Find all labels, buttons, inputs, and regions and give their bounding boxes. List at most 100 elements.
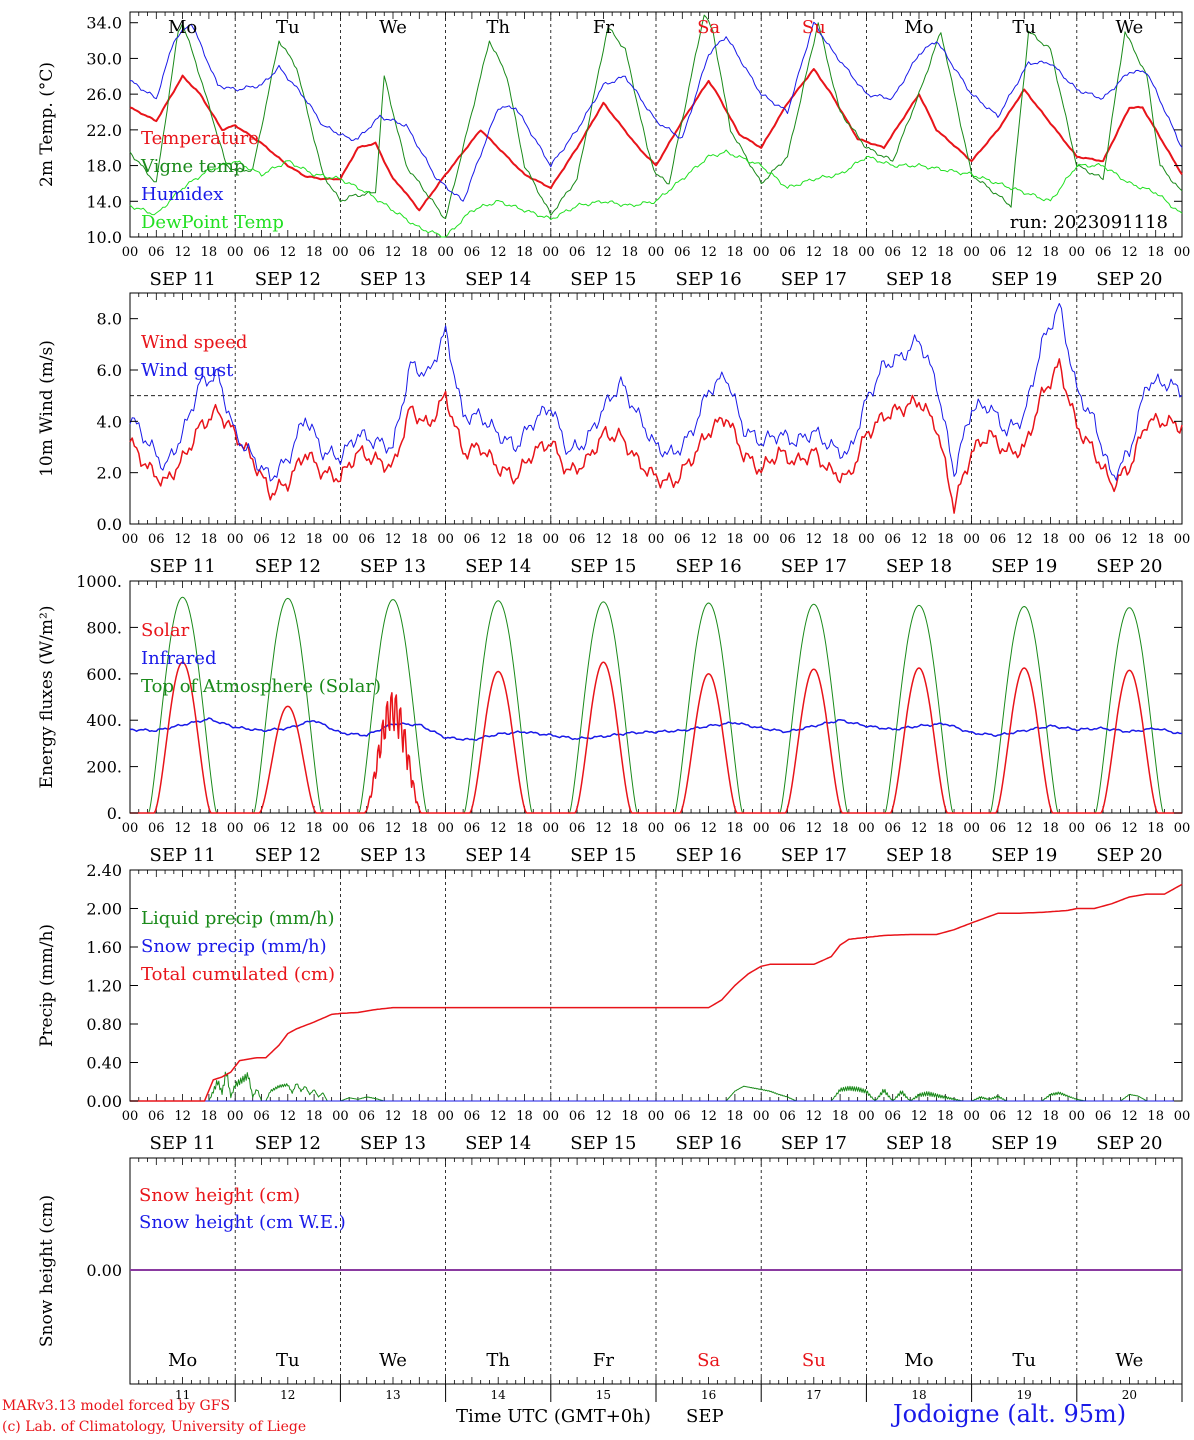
date-label: SEP 11 [149, 845, 215, 866]
hour-tick-label: 18 [937, 245, 954, 260]
energy-y-axis-label: Energy fluxes (W/m²) [37, 606, 57, 789]
hour-tick-label: 00 [437, 1109, 454, 1124]
month-label: SEP [686, 1406, 724, 1427]
y-tick-label: 0.40 [86, 1054, 122, 1073]
hour-tick-label: 18 [306, 245, 323, 260]
hour-tick-label: 00 [122, 532, 139, 547]
hour-tick-label: 18 [516, 821, 533, 836]
hour-tick-label: 00 [227, 532, 244, 547]
hour-tick-label: 00 [963, 245, 980, 260]
hour-tick-label: 06 [253, 532, 270, 547]
hour-tick-label: 06 [569, 532, 586, 547]
hour-tick-label: 12 [1121, 821, 1138, 836]
hour-tick-label: 12 [385, 532, 402, 547]
hour-tick-label: 00 [753, 245, 770, 260]
series-dewpoint-temp [129, 149, 1183, 238]
hour-tick-label: 18 [621, 245, 638, 260]
series-wind-speed [129, 358, 1183, 514]
hour-tick-label: 00 [122, 245, 139, 260]
hour-tick-label: 18 [1042, 1109, 1059, 1124]
hour-tick-label: 12 [1016, 1109, 1033, 1124]
weekday-label: Fr [593, 17, 614, 38]
y-tick-label: 1.20 [86, 977, 122, 996]
legend-entry: Infrared [141, 648, 216, 669]
legend-entry: Liquid precip (mm/h) [141, 908, 335, 929]
hour-tick-label: 12 [490, 1109, 507, 1124]
snow-panel: 0.00 Snow height (cm) Snow height (cm) Snow… [37, 1157, 1183, 1402]
date-label: SEP 18 [886, 269, 952, 290]
hour-tick-label: 12 [490, 245, 507, 260]
date-label: SEP 20 [1096, 845, 1162, 866]
hour-tick-label: 18 [411, 245, 428, 260]
hour-tick-label: 06 [1095, 821, 1112, 836]
hour-tick-label: 18 [306, 532, 323, 547]
date-label: SEP 13 [360, 845, 426, 866]
hour-tick-label: 06 [990, 245, 1007, 260]
hour-tick-label: 18 [727, 245, 744, 260]
day-number-label: 17 [806, 1388, 821, 1402]
day-number-label: 16 [701, 1388, 716, 1402]
date-label: SEP 17 [781, 269, 847, 290]
hour-tick-label: 06 [358, 532, 375, 547]
weekday-label: Su [802, 17, 826, 38]
hour-tick-label: 06 [779, 821, 796, 836]
hour-tick-label: 18 [306, 1109, 323, 1124]
date-label: SEP 12 [255, 845, 321, 866]
hour-tick-label: 00 [858, 1109, 875, 1124]
y-tick-label: 1.60 [86, 938, 122, 957]
hour-tick-label: 00 [543, 1109, 560, 1124]
date-label: SEP 11 [149, 1133, 215, 1154]
hour-tick-label: 06 [464, 821, 481, 836]
date-label: SEP 15 [570, 556, 636, 577]
date-label: SEP 17 [781, 845, 847, 866]
weekday-label: Mo [904, 1350, 933, 1371]
hour-tick-label: 00 [1069, 245, 1086, 260]
series-temperature [129, 68, 1183, 212]
hour-tick-label: 06 [253, 821, 270, 836]
date-label: SEP 12 [255, 556, 321, 577]
temp-x-axis: 00 06 12 18 SEP 11 00 06 12 18 SEP 12 00 06 12 18 SEP … [122, 245, 1191, 290]
hour-tick-label: 12 [700, 1109, 717, 1124]
hour-tick-label: 06 [779, 532, 796, 547]
hour-tick-label: 00 [227, 1109, 244, 1124]
hour-tick-label: 00 [543, 821, 560, 836]
hour-tick-label: 06 [358, 1109, 375, 1124]
hour-tick-label: 12 [806, 245, 823, 260]
hour-tick-label: 18 [1147, 821, 1164, 836]
hour-tick-label: 00 [332, 1109, 349, 1124]
hour-tick-label: 12 [1016, 532, 1033, 547]
hour-tick-label: 12 [490, 532, 507, 547]
legend-entry: Wind speed [141, 332, 247, 353]
hour-tick-label: 00 [437, 821, 454, 836]
hour-tick-label: 18 [727, 1109, 744, 1124]
hour-tick-label: 06 [148, 532, 165, 547]
hour-tick-label: 06 [779, 1109, 796, 1124]
hour-tick-label: 12 [1016, 245, 1033, 260]
energy-x-axis: 00 06 12 18 SEP 11 00 06 12 18 SEP 12 00 06 12 18 SEP … [122, 821, 1191, 866]
hour-tick-label: 00 [648, 821, 665, 836]
date-label: SEP 14 [465, 269, 531, 290]
y-tick-label: 18.0 [86, 157, 122, 176]
hour-tick-label: 00 [1174, 821, 1191, 836]
weekday-label: We [379, 1350, 407, 1371]
y-tick-label: 2.00 [86, 900, 122, 919]
temp-panel: Mo Tu We Th Fr Sa Su Mo Tu We Temperature Vigne tem… [129, 11, 1183, 238]
hour-tick-label: 18 [201, 245, 218, 260]
hour-tick-label: 06 [464, 1109, 481, 1124]
hour-tick-label: 00 [648, 1109, 665, 1124]
hour-tick-label: 18 [1147, 1109, 1164, 1124]
date-label: SEP 17 [781, 556, 847, 577]
wind-y-axis: 0.0 2.0 4.0 6.0 8.0 10m Wind (m/s) [37, 310, 1182, 534]
hour-tick-label: 06 [1095, 245, 1112, 260]
hour-tick-label: 12 [700, 532, 717, 547]
hour-tick-label: 06 [884, 821, 901, 836]
date-label: SEP 13 [360, 269, 426, 290]
hour-tick-label: 06 [148, 1109, 165, 1124]
hour-tick-label: 00 [1174, 532, 1191, 547]
temp-frame [129, 11, 1183, 238]
hour-tick-label: 06 [674, 821, 691, 836]
weekday-label: Su [802, 1350, 826, 1371]
hour-tick-label: 12 [174, 532, 191, 547]
hour-tick-label: 12 [385, 821, 402, 836]
hour-tick-label: 12 [174, 821, 191, 836]
